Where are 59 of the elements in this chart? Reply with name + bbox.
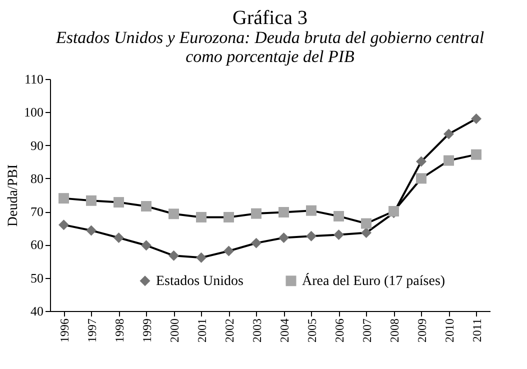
x-tick-label: 1997: [84, 318, 99, 342]
x-tick-label: 1998: [112, 318, 126, 342]
point: [168, 208, 179, 220]
x-tick-label: 2001: [194, 318, 209, 342]
point: [306, 230, 316, 242]
y-tick-label: 70: [30, 204, 44, 220]
x-tick-label: 2010: [442, 318, 456, 342]
point: [361, 218, 372, 229]
y-tick-label: 100: [24, 104, 44, 120]
point: [334, 230, 344, 240]
x-tick-label: 1996: [57, 318, 72, 342]
legend-label: Estados Unidos: [156, 274, 244, 289]
point: [224, 212, 234, 222]
point: [251, 238, 262, 248]
point: [278, 232, 289, 243]
point: [278, 206, 289, 218]
point: [306, 205, 316, 216]
y-tick-label: 80: [30, 170, 44, 186]
x-tick-label: 2009: [414, 318, 429, 342]
point: [471, 114, 482, 124]
x-tick-label: 2011: [470, 318, 484, 342]
point: [58, 220, 69, 230]
point: [114, 232, 124, 243]
x-tick-label: 2005: [304, 318, 319, 342]
x-tick-label: 1999: [140, 318, 154, 342]
point: [196, 252, 206, 263]
point: [141, 201, 152, 212]
x-tick-label: 2004: [277, 318, 292, 342]
y-tick-label: 60: [30, 237, 44, 252]
point: [141, 240, 152, 251]
point: [444, 128, 454, 140]
chart-subtitle: Estados Unidos y Eurozona: Deuda bruta del gobierno central como porcentaje del PIB: [54, 28, 484, 66]
point: [444, 155, 454, 166]
y-axis-title: Deuda/PBI: [6, 164, 21, 227]
y-tick-label: 90: [30, 138, 44, 153]
legend-label: Área del Euro (17 países): [302, 272, 446, 289]
point: [86, 225, 96, 236]
point: [416, 173, 426, 184]
x-tick-label: 2003: [250, 318, 264, 342]
point: [86, 195, 96, 206]
y-tick-label: 50: [30, 270, 44, 286]
point: [251, 208, 262, 219]
point: [114, 197, 124, 208]
x-tick-label: 2000: [167, 318, 182, 342]
x-tick-label: 2007: [360, 318, 374, 342]
point: [361, 228, 372, 238]
point: [416, 156, 426, 167]
x-tick-label: 2002: [222, 318, 236, 342]
x-tick-label: 2008: [387, 318, 402, 342]
y-tick-label: 110: [24, 72, 44, 86]
y-tick-label: 40: [30, 304, 44, 318]
point: [196, 212, 206, 222]
point: [334, 210, 344, 222]
point: [168, 250, 179, 261]
chart-title: Gráfica 3: [232, 7, 308, 29]
point: [224, 246, 234, 256]
x-tick-label: 2006: [332, 318, 346, 342]
point: [58, 193, 69, 204]
point: [471, 149, 482, 160]
